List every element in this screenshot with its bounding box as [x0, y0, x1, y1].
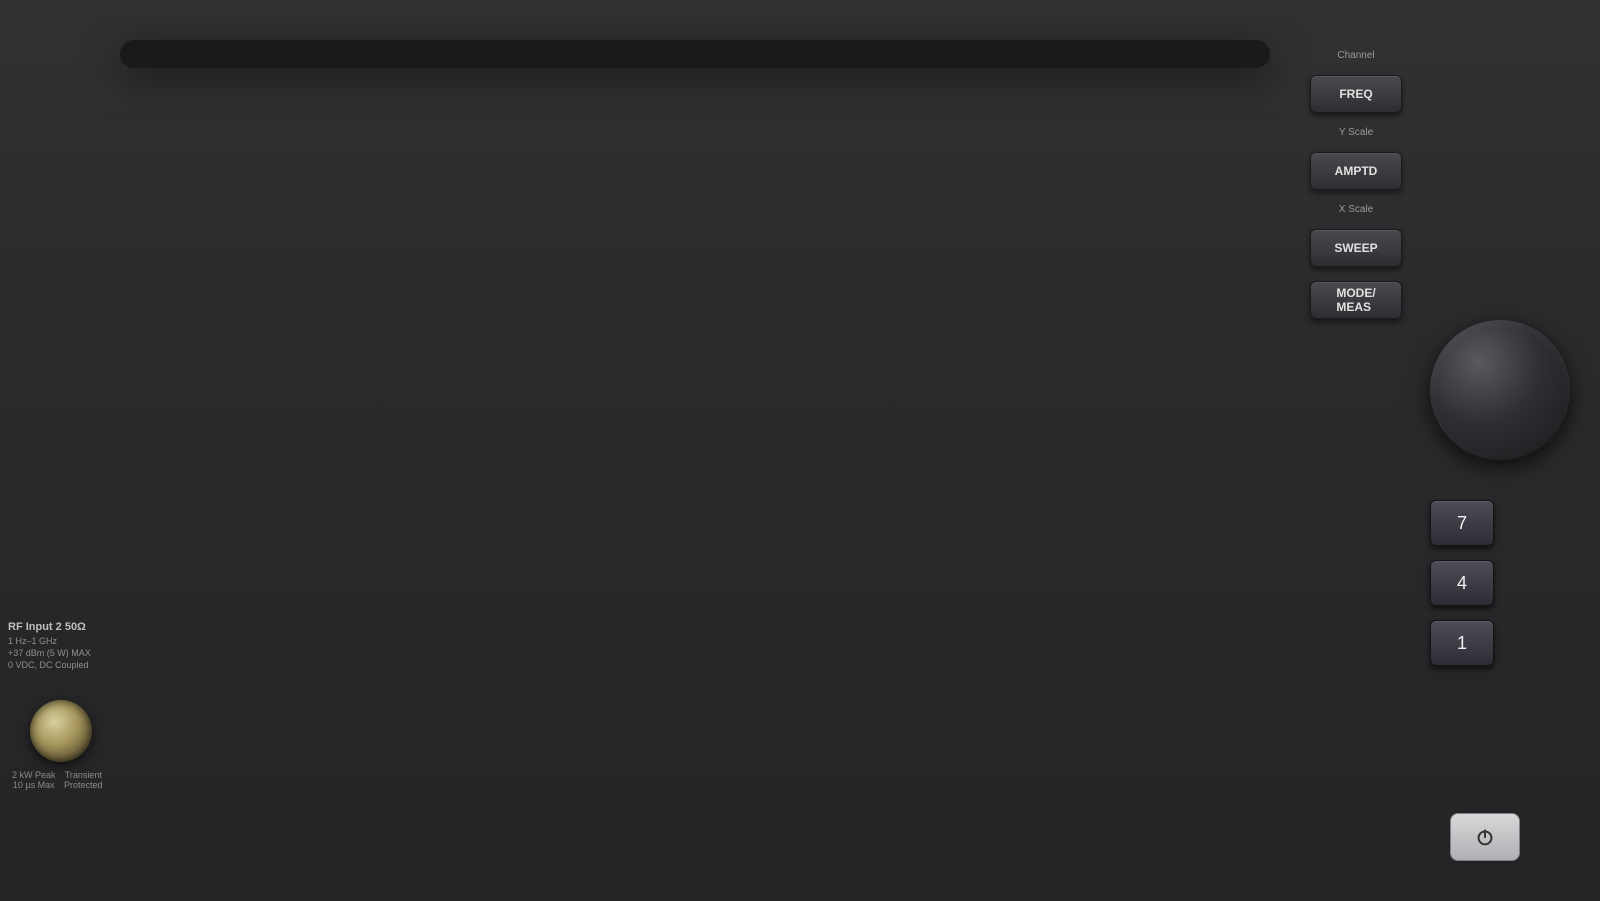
instrument-housing: RF Input 2 50Ω 1 Hz–1 GHz +37 dBm (5 W) … [0, 0, 1600, 901]
left-hardware-panel: RF Input 2 50Ω 1 Hz–1 GHz +37 dBm (5 W) … [0, 0, 120, 901]
hardkey-sweep[interactable]: SWEEP [1310, 229, 1402, 267]
power-button[interactable] [1450, 813, 1520, 861]
hardkey-freq[interactable]: FREQ [1310, 75, 1402, 113]
rf-connector[interactable] [30, 700, 92, 762]
power-icon [1474, 826, 1496, 848]
rf-input-l3: 0 VDC, DC Coupled [8, 659, 91, 671]
right-hardware-panel: ChannelFREQY ScaleAMPTDX ScaleSWEEPMODE/… [1280, 0, 1580, 901]
numkey-7[interactable]: 7 [1430, 500, 1494, 546]
footer-labels: 2 kW Peak 10 µs Max Transient Protected [10, 770, 110, 790]
numeric-keypad: 7 4 1 [1430, 500, 1494, 666]
screen-bezel: EMI Receiver 1 Frequency Scan + Frequenc… [120, 40, 1270, 68]
rf-input-l2: +37 dBm (5 W) MAX [8, 647, 91, 659]
rf-input-label: RF Input 2 50Ω 1 Hz–1 GHz +37 dBm (5 W) … [8, 620, 91, 671]
hardkey-amptd[interactable]: AMPTD [1310, 152, 1402, 190]
foot-label-1: 2 kW Peak 10 µs Max [12, 770, 56, 790]
rotary-knob[interactable] [1430, 320, 1570, 460]
hardkey-modemeas[interactable]: MODE/ MEAS [1310, 281, 1402, 319]
foot-label-2: Transient Protected [58, 770, 108, 790]
hardkey-column: ChannelFREQY ScaleAMPTDX ScaleSWEEPMODE/… [1310, 50, 1402, 319]
rf-input-l1: 1 Hz–1 GHz [8, 635, 91, 647]
top-toolbar: EMI Receiver 1 Frequency Scan + Frequenc… [144, 64, 1246, 68]
rf-input-title: RF Input 2 50Ω [8, 621, 86, 633]
numkey-4[interactable]: 4 [1430, 560, 1494, 606]
numkey-1[interactable]: 1 [1430, 620, 1494, 666]
